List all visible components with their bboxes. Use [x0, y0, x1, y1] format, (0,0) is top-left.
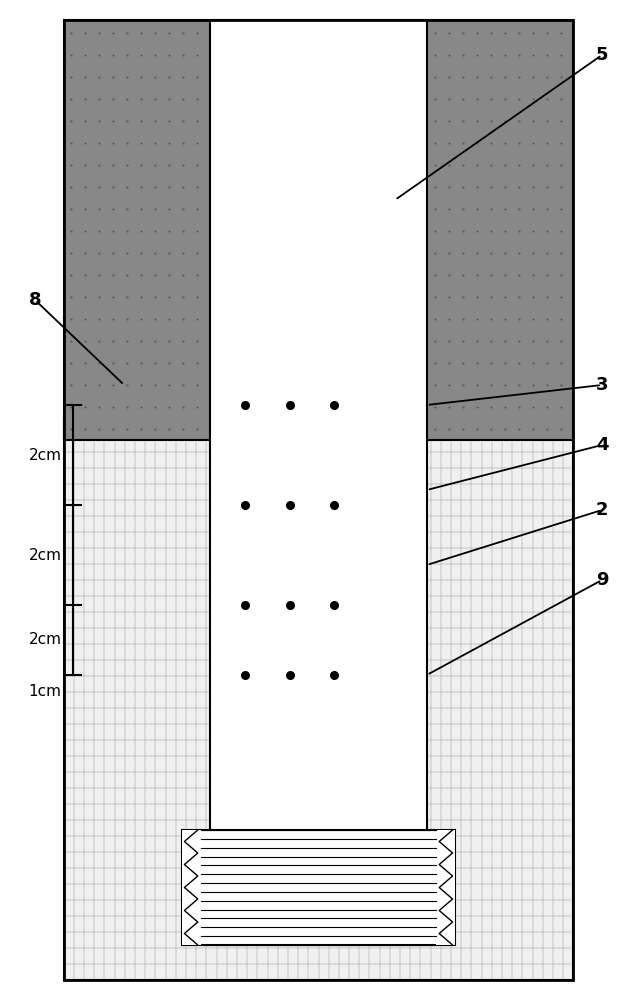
Text: 5: 5 [596, 46, 608, 64]
Bar [182, 830, 201, 945]
Text: 8: 8 [29, 291, 41, 309]
Text: 3: 3 [596, 376, 608, 394]
Text: 9: 9 [596, 571, 608, 589]
Text: 4: 4 [596, 436, 608, 454]
Bar [436, 830, 455, 945]
Bar [64, 20, 573, 440]
Text: 2cm: 2cm [29, 548, 62, 562]
Text: 2cm: 2cm [29, 448, 62, 462]
Text: 1cm: 1cm [29, 684, 62, 700]
Text: 2: 2 [596, 501, 608, 519]
Bar [210, 20, 427, 860]
Bar [64, 420, 573, 980]
Bar [64, 20, 573, 980]
Bar [182, 830, 455, 945]
Text: 2cm: 2cm [29, 633, 62, 648]
